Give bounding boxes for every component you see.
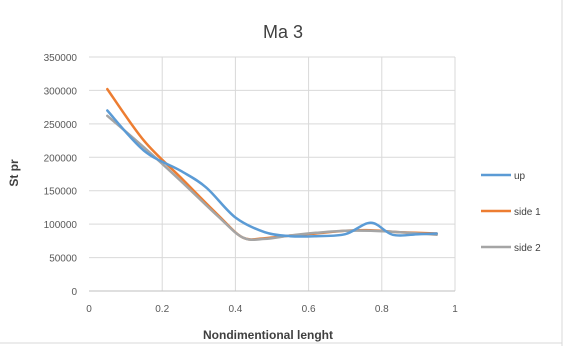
- y-tick-label: 350000: [44, 53, 78, 64]
- series-lines: [106, 87, 438, 242]
- y-tick-label: 250000: [44, 120, 78, 131]
- x-tick-label: 0.4: [228, 304, 242, 315]
- y-tick-label: 300000: [44, 86, 78, 97]
- chart-title: Ma 3: [263, 22, 303, 42]
- x-axis-title: Nondimentional lenght: [203, 328, 333, 342]
- gridlines: [89, 56, 456, 291]
- y-axis-title: St pr: [7, 159, 21, 187]
- y-axis-ticks: 0 50000 100000 150000 200000 250000 300000 3500…: [44, 53, 78, 298]
- legend-label: side 1: [514, 207, 541, 218]
- x-tick-label: 0.8: [375, 304, 389, 315]
- x-tick-label: 1: [452, 304, 458, 315]
- legend: up side 1 side 2: [481, 171, 541, 254]
- y-tick-label: 0: [71, 287, 77, 298]
- legend-label: up: [514, 171, 526, 182]
- legend-label: side 2: [514, 243, 541, 254]
- x-axis-ticks: 0 0.2 0.4 0.6 0.8 1: [86, 304, 458, 315]
- y-tick-label: 100000: [44, 220, 78, 231]
- x-tick-label: 0: [86, 304, 92, 315]
- x-tick-label: 0.6: [302, 304, 316, 315]
- series-line-up: [106, 109, 438, 238]
- y-tick-label: 150000: [44, 187, 78, 198]
- y-tick-label: 50000: [49, 254, 77, 265]
- series-line-side-2: [106, 114, 438, 242]
- x-tick-label: 0.2: [155, 304, 169, 315]
- series-line-side-1: [106, 87, 438, 241]
- y-tick-label: 200000: [44, 153, 78, 164]
